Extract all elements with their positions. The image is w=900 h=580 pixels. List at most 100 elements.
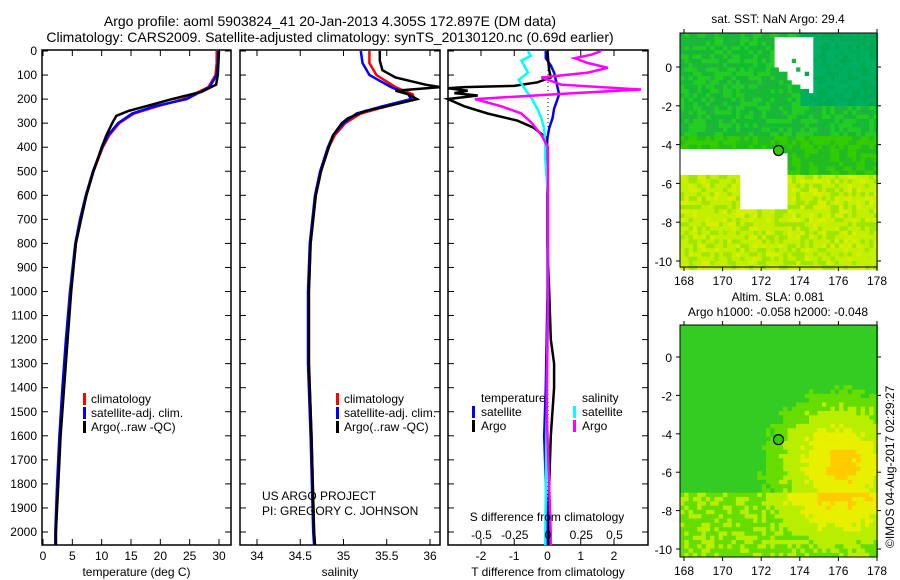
map-cell: [783, 162, 788, 167]
map-cell: [817, 187, 823, 193]
map-cell: [710, 243, 715, 249]
map-cell: [821, 136, 827, 141]
map-cell: [791, 333, 797, 339]
map-cell: [783, 380, 788, 386]
map-cell: [680, 359, 685, 364]
map-cell: [796, 518, 801, 524]
map-cell: [778, 114, 784, 120]
map-cell: [856, 402, 861, 407]
map-cell: [697, 243, 702, 249]
map-cell: [714, 183, 719, 189]
map-cell: [804, 342, 810, 347]
map-cell: [684, 359, 689, 364]
map-cell: [860, 325, 866, 330]
map-cell: [826, 432, 831, 438]
map-cell: [804, 131, 810, 137]
map-cell: [766, 509, 771, 515]
map-cell: [800, 200, 805, 206]
map-cell: [761, 183, 767, 189]
map-cell: [821, 153, 827, 158]
map-cell: [753, 110, 758, 115]
map-cell: [856, 200, 861, 206]
map-cell: [701, 445, 707, 450]
map-cell: [800, 153, 805, 158]
map-cell: [735, 119, 741, 124]
map-cell: [770, 441, 775, 446]
map-cell: [761, 436, 767, 442]
map-cell: [770, 432, 775, 438]
map-cell: [864, 50, 870, 55]
map-cell: [705, 54, 711, 60]
map-cell: [856, 380, 861, 386]
map-cell: [778, 157, 784, 163]
map-cell: [688, 209, 694, 214]
map-cell: [727, 479, 732, 485]
map-cell: [826, 97, 831, 103]
map-cell: [843, 256, 848, 262]
map-cell: [783, 166, 788, 171]
map-cell: [731, 239, 737, 244]
map-cell: [813, 342, 818, 347]
map-cell: [860, 415, 866, 420]
map-cell: [800, 166, 805, 171]
map-cell: [813, 213, 818, 219]
map-cell: [783, 368, 788, 373]
map-y-tick-label: -4: [661, 139, 672, 153]
map-cell: [821, 144, 827, 150]
map-cell: [714, 226, 719, 232]
map-cell: [826, 58, 831, 64]
map-cell: [774, 445, 780, 450]
map-cell: [688, 471, 694, 476]
map-cell: [834, 256, 840, 262]
map-cell: [735, 509, 741, 515]
map-cell: [809, 419, 814, 425]
map-cell: [761, 144, 767, 150]
map-cell: [774, 170, 780, 176]
map-cell: [864, 71, 870, 77]
map-cell: [834, 88, 840, 94]
map-cell: [826, 230, 831, 236]
map-cell: [766, 153, 771, 158]
map-cell: [748, 93, 754, 98]
map-cell: [723, 501, 728, 506]
map-cell: [817, 209, 823, 214]
map-cell: [766, 127, 771, 133]
map-cell: [744, 41, 750, 47]
map-cell: [740, 342, 745, 347]
map-cell: [688, 509, 694, 515]
map-cell: [718, 192, 724, 197]
map-cell: [800, 501, 805, 506]
map-cell: [830, 166, 836, 171]
map-cell: [705, 518, 711, 524]
map-x-tick-label: 168: [674, 274, 694, 288]
map-cell: [718, 449, 724, 455]
map-cell: [787, 183, 793, 189]
map-cell: [753, 226, 758, 232]
map-cell: [731, 355, 737, 360]
map-cell: [860, 393, 866, 399]
map-cell: [826, 217, 831, 223]
map-cell: [830, 376, 836, 382]
map-cell: [727, 372, 732, 377]
map-cell: [813, 509, 818, 515]
map-cell: [847, 37, 853, 42]
map-cell: [783, 522, 788, 528]
map-cell: [830, 84, 836, 90]
map-cell: [800, 509, 805, 515]
map-cell: [705, 428, 711, 433]
map-cell: [809, 149, 814, 154]
map-cell: [710, 179, 715, 184]
map-cell: [839, 149, 844, 154]
map-cell: [714, 449, 719, 455]
map-cell: [710, 428, 715, 433]
map-cell: [727, 41, 732, 47]
map-cell: [705, 93, 711, 98]
map-cell: [869, 441, 874, 446]
map-cell: [766, 350, 771, 356]
map-cell: [684, 514, 689, 519]
map-cell: [847, 45, 853, 51]
map-cell: [735, 337, 741, 343]
map-cell: [740, 337, 745, 343]
map-cell: [873, 350, 879, 356]
map-cell: [809, 213, 814, 219]
